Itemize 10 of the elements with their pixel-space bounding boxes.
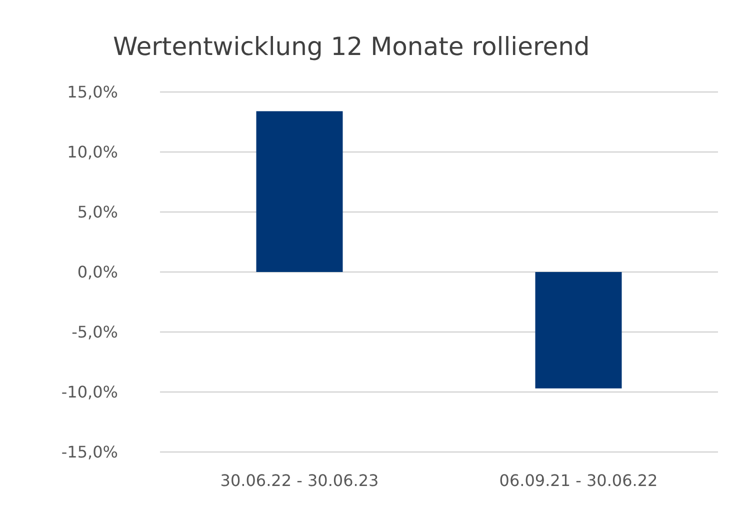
y-tick-label: -5,0% <box>72 322 118 342</box>
x-tick-label: 30.06.22 - 30.06.23 <box>220 471 379 490</box>
y-tick-label: 10,0% <box>67 142 118 162</box>
chart-title: Wertentwicklung 12 Monate rollierend <box>113 32 590 61</box>
y-tick-label: -10,0% <box>61 382 118 402</box>
y-tick-label: 5,0% <box>77 202 118 222</box>
x-tick-label: 06.09.21 - 30.06.22 <box>499 471 658 490</box>
y-tick-label: 15,0% <box>67 82 118 102</box>
y-tick-label: 0,0% <box>77 262 118 282</box>
y-tick-label: -15,0% <box>61 442 118 462</box>
